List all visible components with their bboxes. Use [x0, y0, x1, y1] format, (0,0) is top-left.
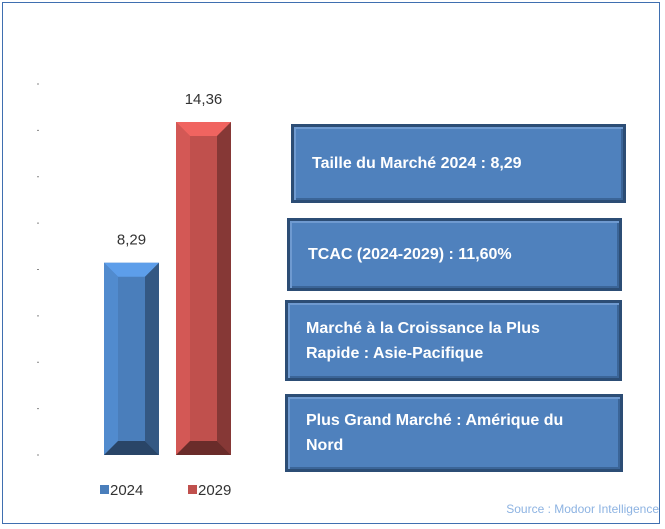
- bar-bevel-right: [217, 122, 231, 455]
- info-box: Marché à la Croissance la Plus Rapide : …: [285, 300, 622, 381]
- legend-swatch: [100, 485, 109, 494]
- value-label: 8,29: [117, 232, 146, 249]
- legend-swatch: [188, 485, 197, 494]
- bar-bevel-left: [176, 122, 190, 455]
- bar-bevel-bottom: [176, 441, 231, 455]
- info-box: Taille du Marché 2024 : 8,29: [291, 124, 626, 203]
- legend-label: 2029: [198, 482, 231, 499]
- legend-label: 2024: [110, 482, 143, 499]
- value-label: 14,36: [185, 91, 223, 108]
- bar-bevel-top: [104, 262, 159, 277]
- info-box: Plus Grand Marché : Amérique du Nord: [285, 394, 623, 472]
- info-box: TCAC (2024-2029) : 11,60%: [287, 218, 622, 291]
- bar-bevel-top: [176, 122, 231, 137]
- bar-bevel-bottom: [104, 441, 159, 455]
- source: Source : Modoor Intelligence: [506, 502, 659, 516]
- bar-bevel-left: [104, 262, 118, 455]
- frame: [2, 2, 660, 524]
- bar-bevel-right: [145, 262, 159, 455]
